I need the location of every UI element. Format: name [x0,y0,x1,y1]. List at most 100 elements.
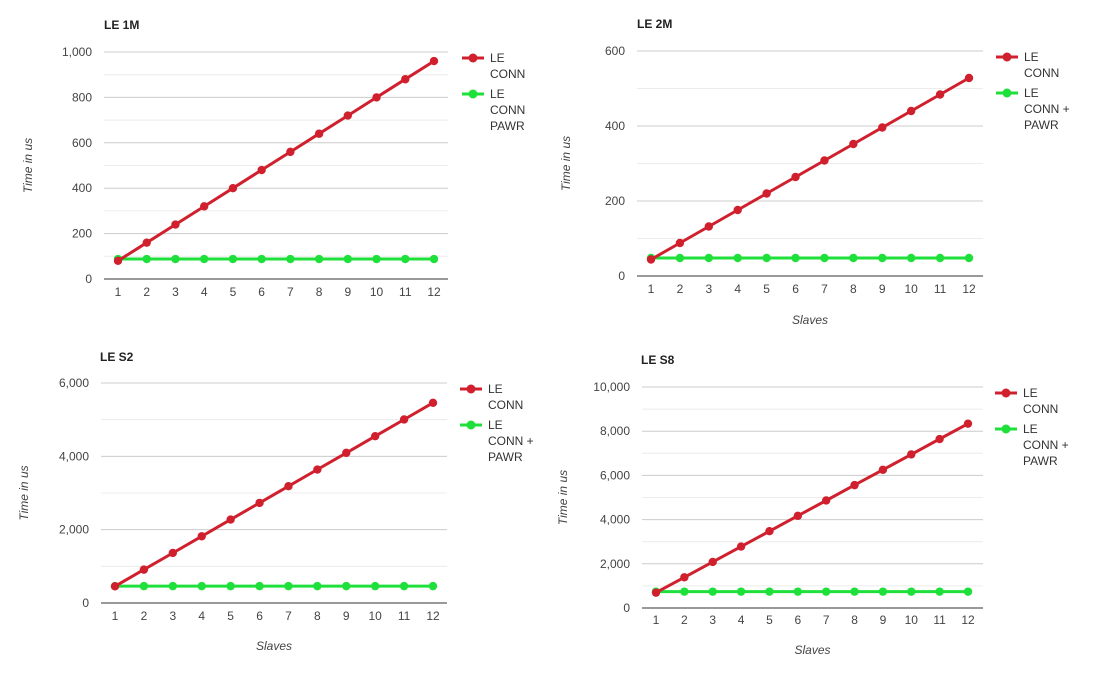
data-point[interactable] [907,450,916,459]
data-point[interactable] [171,220,180,229]
data-point[interactable] [139,581,149,591]
data-point[interactable] [343,111,353,120]
data-point[interactable] [791,253,800,263]
data-point[interactable] [228,254,238,264]
data-point[interactable] [878,123,887,132]
data-point[interactable] [850,587,859,596]
data-point[interactable] [113,256,123,266]
data-point[interactable] [849,253,858,263]
data-point[interactable] [255,498,264,508]
data-point[interactable] [168,581,178,591]
data-point[interactable] [820,156,829,165]
data-point[interactable] [429,254,439,264]
data-point[interactable] [401,75,410,84]
data-point[interactable] [765,527,774,536]
data-point[interactable] [675,238,685,248]
data-point[interactable] [820,253,829,263]
data-point[interactable] [372,93,381,102]
data-point[interactable] [765,587,774,596]
data-point[interactable] [762,189,771,198]
data-point[interactable] [226,515,235,524]
data-point[interactable] [935,253,945,263]
data-point[interactable] [704,253,714,263]
data-point[interactable] [343,254,353,264]
data-point[interactable] [199,254,209,264]
series-line [117,59,435,263]
data-point[interactable] [736,587,746,596]
data-point[interactable] [286,147,295,157]
data-point[interactable] [704,222,714,231]
data-point[interactable] [791,172,800,182]
data-point[interactable] [399,581,409,591]
data-point[interactable] [935,587,944,596]
data-point[interactable] [964,73,974,83]
data-point[interactable] [342,581,351,591]
data-point[interactable] [906,253,916,263]
data-point[interactable] [850,480,859,490]
data-point[interactable] [255,581,264,591]
data-point[interactable] [313,465,322,474]
data-point[interactable] [963,419,973,428]
data-point[interactable] [429,56,439,66]
data-point[interactable] [821,496,831,505]
data-point[interactable] [680,573,689,582]
data-point[interactable] [878,465,888,474]
data-point[interactable] [142,238,151,247]
data-point[interactable] [142,254,151,264]
data-point[interactable] [793,511,803,521]
data-point[interactable] [197,532,206,541]
data-point[interactable] [963,587,973,596]
data-point[interactable] [935,434,944,444]
data-point[interactable] [199,202,209,211]
data-point[interactable] [762,253,771,263]
data-point[interactable] [708,557,717,567]
data-point[interactable] [257,254,266,264]
data-point[interactable] [878,587,888,596]
data-point[interactable] [370,581,380,591]
data-point[interactable] [428,581,438,591]
data-point[interactable] [964,253,974,263]
data-point[interactable] [849,139,858,149]
data-point[interactable] [675,253,685,263]
data-point[interactable] [257,165,266,175]
data-point[interactable] [284,482,293,491]
x-tick-label: 5 [766,613,773,627]
data-point[interactable] [935,90,945,99]
data-point[interactable] [907,587,916,596]
data-point[interactable] [906,106,916,116]
data-point[interactable] [370,431,380,441]
data-point[interactable] [314,129,324,138]
data-point[interactable] [110,582,120,591]
data-point[interactable] [733,253,742,263]
x-tick-label: 3 [169,609,176,623]
data-point[interactable] [736,542,746,551]
data-point[interactable] [401,254,410,264]
data-point[interactable] [197,581,206,591]
data-point[interactable] [168,548,178,558]
legend-swatch-marker [1002,88,1012,98]
data-point[interactable] [313,581,322,591]
data-point[interactable] [286,254,295,264]
data-point[interactable] [399,415,409,424]
data-point[interactable] [228,184,238,193]
data-point[interactable] [428,398,438,407]
x-tick-label: 5 [763,282,770,296]
data-point[interactable] [708,587,717,596]
data-point[interactable] [342,448,351,458]
data-point[interactable] [821,587,831,596]
data-point[interactable] [314,254,324,264]
data-point[interactable] [733,205,742,215]
data-point[interactable] [651,588,661,597]
data-point[interactable] [680,587,689,596]
data-point[interactable] [284,581,293,591]
data-point[interactable] [226,581,235,591]
data-point[interactable] [646,255,656,264]
data-point[interactable] [793,587,803,596]
legend-entry: LE [488,382,503,396]
data-point[interactable] [171,254,180,264]
data-point[interactable] [878,253,887,263]
data-point[interactable] [372,254,381,264]
legend-entry: LE [1024,86,1039,100]
legend-entry: CONN [488,398,523,412]
data-point[interactable] [139,565,149,574]
